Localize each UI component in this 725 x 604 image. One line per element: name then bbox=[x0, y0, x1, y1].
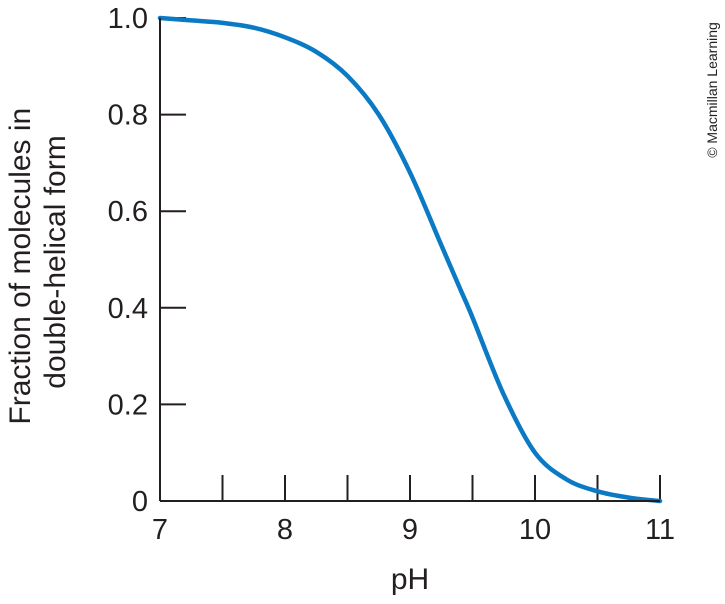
y-axis-title-line-1: Fraction of molecules in bbox=[4, 108, 37, 425]
x-tick-label: 10 bbox=[519, 514, 551, 546]
x-tick-label: 8 bbox=[277, 514, 293, 546]
y-tick-label: 0.2 bbox=[108, 389, 148, 421]
x-tick-label: 9 bbox=[402, 514, 418, 546]
y-axis-title: Fraction of molecules in double-helical … bbox=[4, 99, 72, 424]
y-tick-label: 0.4 bbox=[108, 293, 148, 325]
x-axis-title: pH bbox=[391, 563, 429, 596]
y-tick-label: 0 bbox=[132, 486, 148, 518]
y-axis-ticks bbox=[160, 17, 186, 502]
y-tick-labels: 0 0.2 0.4 0.6 0.8 1.0 bbox=[108, 3, 148, 518]
x-axis-ticks bbox=[159, 475, 661, 501]
y-tick-label: 0.8 bbox=[108, 100, 148, 132]
x-tick-label: 11 bbox=[645, 514, 675, 546]
y-tick-label: 1.0 bbox=[108, 3, 148, 35]
y-tick-label: 0.6 bbox=[108, 196, 148, 228]
x-tick-labels: 7 8 9 10 11 bbox=[152, 514, 675, 546]
y-axis-title-line-2: double-helical form bbox=[39, 135, 72, 388]
data-series-line bbox=[157, 15, 663, 504]
x-tick-label: 7 bbox=[152, 514, 168, 546]
copyright-credit: © Macmillan Learning bbox=[704, 22, 720, 158]
